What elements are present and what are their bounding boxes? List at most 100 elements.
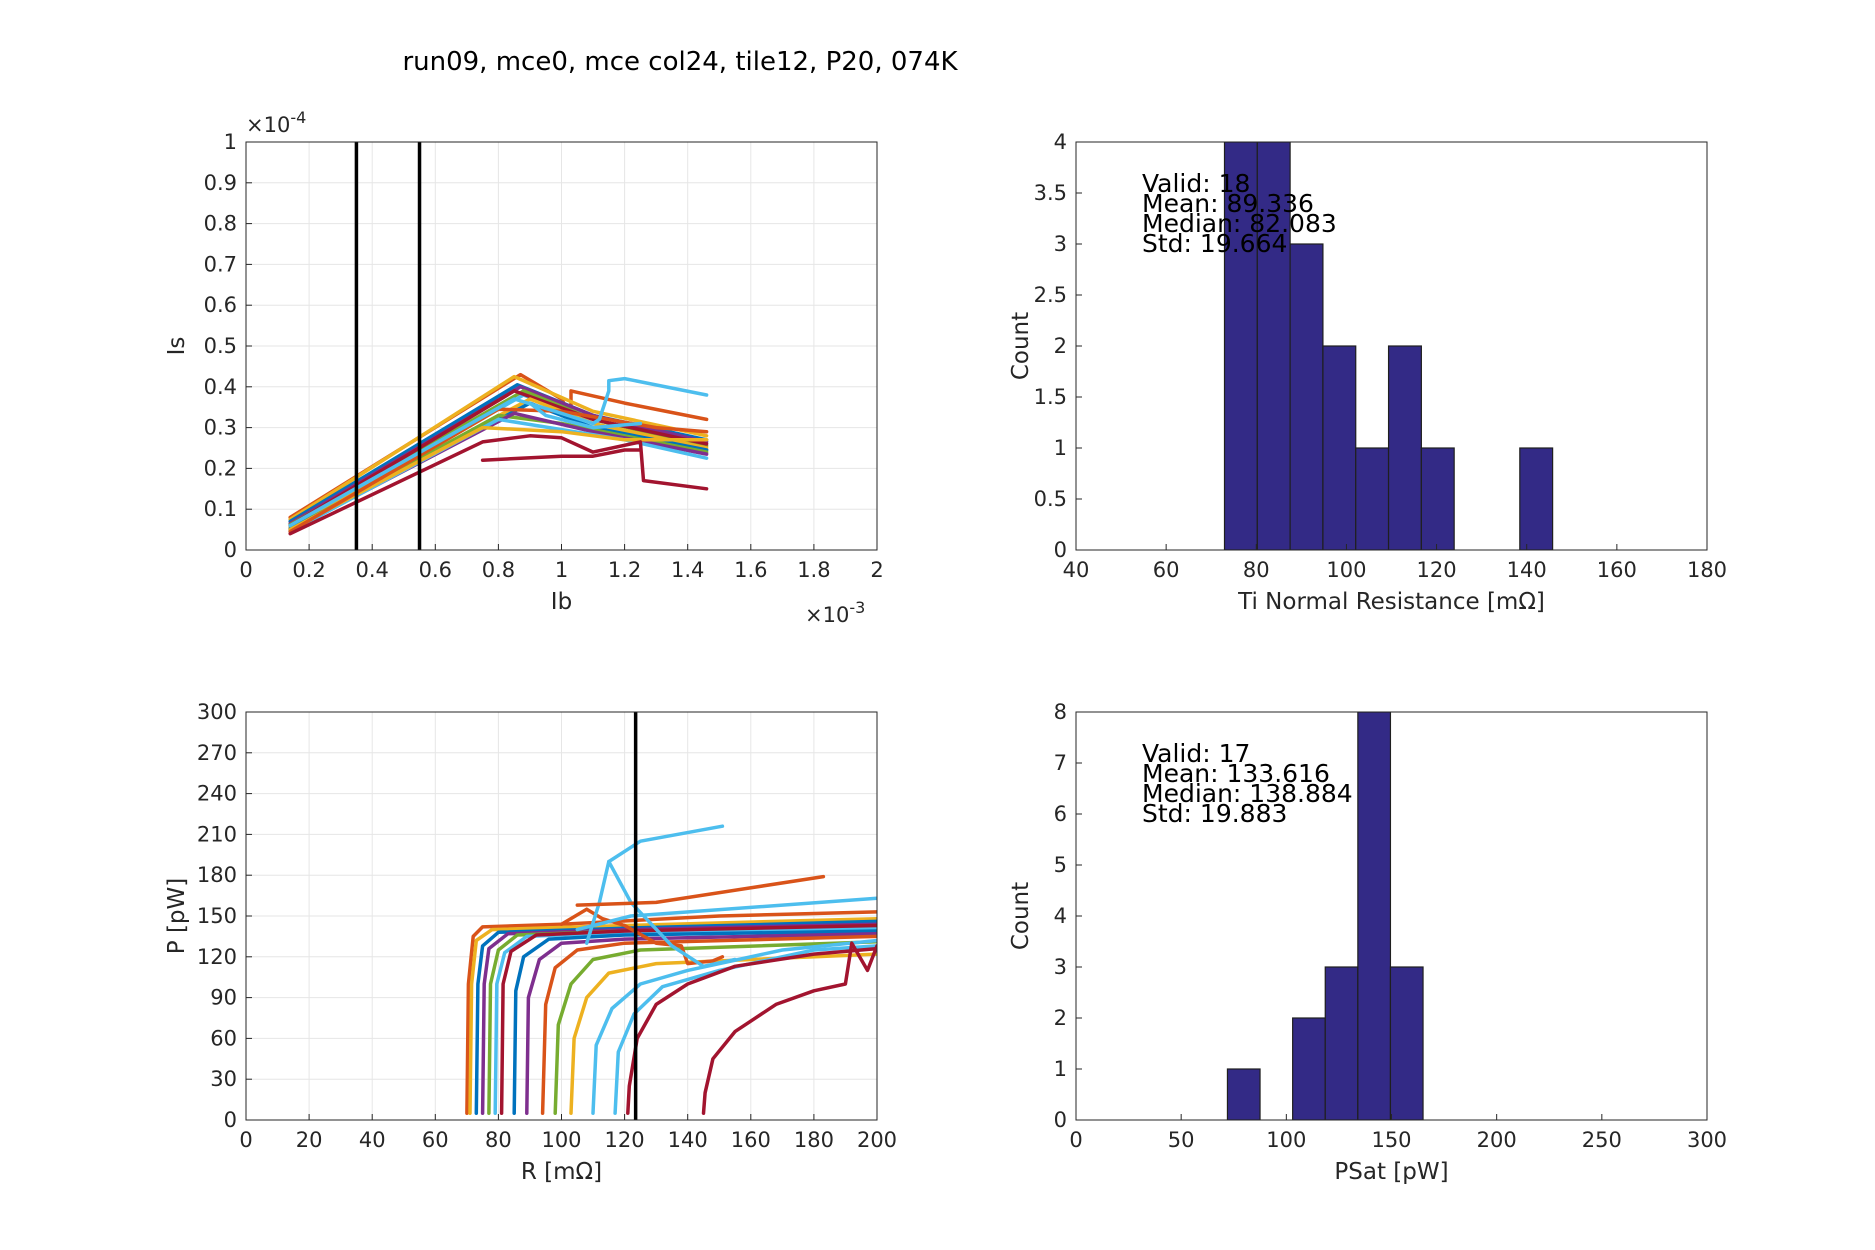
x-tick-label: 20 [296,1128,323,1152]
plot-content [465,712,877,1120]
x-tick-label: 180 [794,1128,834,1152]
chart-panel-bottom-left: 0 20 40 60 80 100 120 140 160 180 200 0 30 60 90 120 150… [164,700,897,1185]
chart-panel-bottom-right: 0 50 100 150 200 250 300 0 1 2 3 4 5 6 7 8 PSat [pW] Coun… [1008,700,1727,1185]
chart-panel-top-left: 0 0.2 0.4 0.6 0.8 1 1.2 1.4 1.6 1.8 2 0 0.1 0.2 0.3 0.4… [164,108,884,627]
x-tick-label: 150 [1371,1128,1411,1152]
histogram-bar [1357,712,1392,1120]
figure-title: run09, mce0, mce col24, tile12, P20, 074… [402,47,958,77]
x-tick-label: 0.2 [292,558,325,582]
y-tick-label: 150 [197,904,237,928]
y-tick-label: 0 [224,538,237,562]
y-tick-label: 0.3 [204,416,237,440]
histogram-bar [1387,345,1422,550]
stat-median: Median: 138.884 [1142,779,1353,808]
x-tick-label: 0 [239,1128,252,1152]
y-tick-label: 1 [224,130,237,154]
y-axis-label: Count [1008,882,1034,950]
x-tick-label: 40 [359,1128,386,1152]
histogram-bar [1355,447,1390,550]
chart-panel-top-right: 40 60 80 100 120 140 160 180 0 0.5 1 1.5 2 2.5 3 3.5 4 Ti… [1008,130,1727,615]
y-tick-label: 0.5 [204,334,237,358]
x-tick-label: 100 [1326,558,1366,582]
series-line [575,874,826,907]
series-line [575,896,877,932]
histogram-bar [1289,243,1324,550]
panels: 0 0.2 0.4 0.6 0.8 1 1.2 1.4 1.6 1.8 200.10.20.30.4… [164,108,1727,1185]
y-axis-label: P [pW] [164,878,190,954]
plot-content [288,142,709,550]
x-tick-label: 1 [555,558,568,582]
x-tick-label: 80 [1243,558,1270,582]
y-tick-label: 0 [1054,538,1067,562]
histogram-bar [1322,345,1357,550]
series-line [613,944,877,1115]
stat-mean: Mean: 133.616 [1142,759,1330,788]
y-tick-label: 0.7 [204,252,237,276]
x-tick-label: 100 [541,1128,581,1152]
series-line [465,910,877,1115]
y-tick-label: 2 [1054,1006,1067,1030]
x-tick-label: 120 [605,1128,645,1152]
y-tick-label: 0.8 [204,212,237,236]
y-tick-label: 8 [1054,700,1067,724]
y-tick-label: 0 [1054,1108,1067,1132]
x-tick-label: 250 [1582,1128,1622,1152]
x-tick-label: 100 [1266,1128,1306,1152]
x-tick-label: 140 [1507,558,1547,582]
series-line [512,929,877,1115]
histogram-bar [1420,447,1455,550]
x-tick-label: 0.8 [482,558,515,582]
series-line [553,940,877,1115]
y-axis-label: Is [164,337,190,356]
x-axis-label: R [mΩ] [521,1159,602,1185]
y-tick-label: 0.1 [204,497,237,521]
y-tick-label: 2.5 [1034,283,1067,307]
y-tick-label: 3 [1054,955,1067,979]
y-tick-label: 180 [197,863,237,887]
x-tick-label: 80 [485,1128,512,1152]
y-tick-label: 5 [1054,853,1067,877]
plot-content [1223,142,1554,550]
y-tick-label: 4 [1054,904,1067,928]
x-tick-label: 50 [1168,1128,1195,1152]
x-tick-label: 2 [870,558,883,582]
x-tick-label: 200 [857,1128,897,1152]
x-tick-label: 60 [422,1128,449,1152]
stat-valid: Valid: 18 [1142,169,1250,198]
x-tick-label: 0 [239,558,252,582]
x-tick-label: 120 [1417,558,1457,582]
y-tick-label: 30 [210,1067,237,1091]
y-tick-label: 1 [1054,436,1067,460]
y-tick-label: 4 [1054,130,1067,154]
series-line [607,859,737,969]
x-tick-label: 0 [1069,1128,1082,1152]
series-line [288,376,709,528]
x-tick-label: 40 [1063,558,1090,582]
y-axis-label: Count [1008,312,1034,380]
histogram-bar [1324,966,1359,1120]
y-tick-label: 7 [1054,751,1067,775]
x-tick-label: 1.6 [734,558,767,582]
y-tick-label: 0.2 [204,456,237,480]
stat-std: Std: 19.664 [1142,229,1287,258]
y-tick-label: 270 [197,741,237,765]
series-line [528,401,643,430]
stat-std: Std: 19.883 [1142,799,1287,828]
series-line [626,946,877,1115]
series-line [480,448,643,462]
y-exponent-label: ×10-4 [246,108,306,137]
x-tick-label: 1.2 [608,558,641,582]
y-tick-label: 0.6 [204,293,237,317]
series-line [288,434,709,536]
y-tick-label: 1.5 [1034,385,1067,409]
histogram-bar [1389,966,1424,1120]
series-line [559,907,725,966]
stat-median: Median: 82.083 [1142,209,1337,238]
x-axis-label: PSat [pW] [1334,1159,1448,1185]
series-line [288,374,709,522]
y-tick-label: 90 [210,986,237,1010]
x-tick-label: 0.6 [419,558,452,582]
histogram-bar [1256,142,1291,550]
y-tick-label: 2 [1054,334,1067,358]
